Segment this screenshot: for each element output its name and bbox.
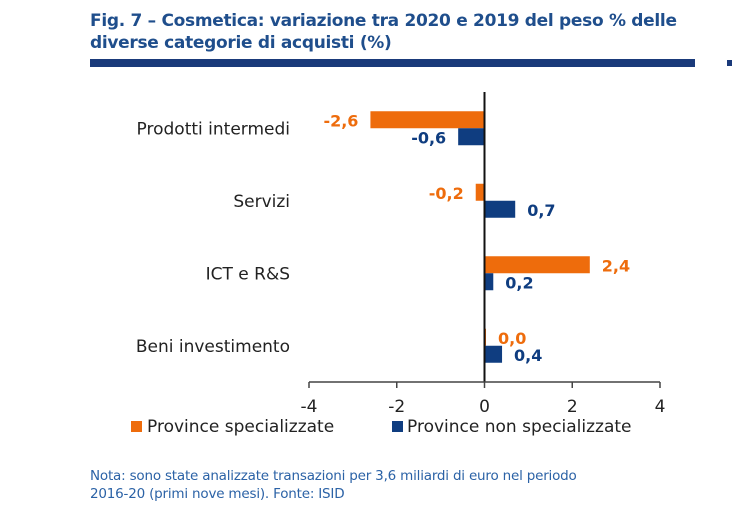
x-tick-label: 0 xyxy=(479,397,490,417)
note-line-2: 2016-20 (primi nove mesi). Fonte: ISID xyxy=(90,486,345,502)
adjacent-page-rule-fragment xyxy=(727,60,732,66)
data-label: 2,4 xyxy=(602,256,630,275)
bar-specializzate xyxy=(370,111,485,129)
bar-non-specializzate xyxy=(484,345,503,363)
data-label: -0,2 xyxy=(429,184,464,203)
chart-title-line-1: Fig. 7 – Cosmetica: variazione tra 2020 … xyxy=(90,11,677,31)
bar-non-specializzate xyxy=(458,128,485,146)
legend-label: Province specializzate xyxy=(147,417,334,437)
category-label: ICT e R&S xyxy=(206,264,290,284)
data-label: 0,2 xyxy=(505,273,533,292)
x-tick-label: -2 xyxy=(388,397,405,417)
data-label: 0,7 xyxy=(527,201,555,220)
category-label: Beni investimento xyxy=(136,337,290,357)
legend-label: Province non specializzate xyxy=(407,417,632,437)
legend-swatch-non-specializzate xyxy=(392,421,403,432)
x-tick-label: 4 xyxy=(655,397,666,417)
chart-title-line-2: diverse categorie di acquisti (%) xyxy=(90,33,392,53)
legend: Province specializzate Province non speci… xyxy=(131,417,632,437)
chart-title: Fig. 7 – Cosmetica: variazione tra 2020 … xyxy=(90,10,700,54)
bar-non-specializzate xyxy=(484,200,516,218)
data-label: 0,0 xyxy=(498,329,526,348)
category-label: Servizi xyxy=(233,192,290,212)
note-line-1: Nota: sono state analizzate transazioni … xyxy=(90,468,577,484)
bar-specializzate xyxy=(484,256,590,274)
bar-specializzate xyxy=(475,183,485,201)
x-tick-label: 2 xyxy=(567,397,578,417)
data-label: 0,4 xyxy=(514,346,542,365)
data-labels: -2,6 -0,6 -0,2 0,7 2,4 0,2 0,00,4 xyxy=(323,111,630,365)
legend-swatch-specializzate xyxy=(131,421,142,432)
chart-note: Nota: sono state analizzate transazioni … xyxy=(90,467,690,503)
category-label: Prodotti intermedi xyxy=(137,119,290,139)
data-label: -2,6 xyxy=(323,111,358,130)
title-underline-rule xyxy=(90,59,695,67)
x-tick-label: -4 xyxy=(301,397,318,417)
category-labels: Prodotti intermedi Servizi ICT e R&S Beni i… xyxy=(136,119,290,357)
bars xyxy=(370,111,590,363)
data-label: -0,6 xyxy=(411,128,446,147)
axes: -4 -2 0 2 4 xyxy=(301,92,666,417)
bar-non-specializzate xyxy=(484,273,494,291)
